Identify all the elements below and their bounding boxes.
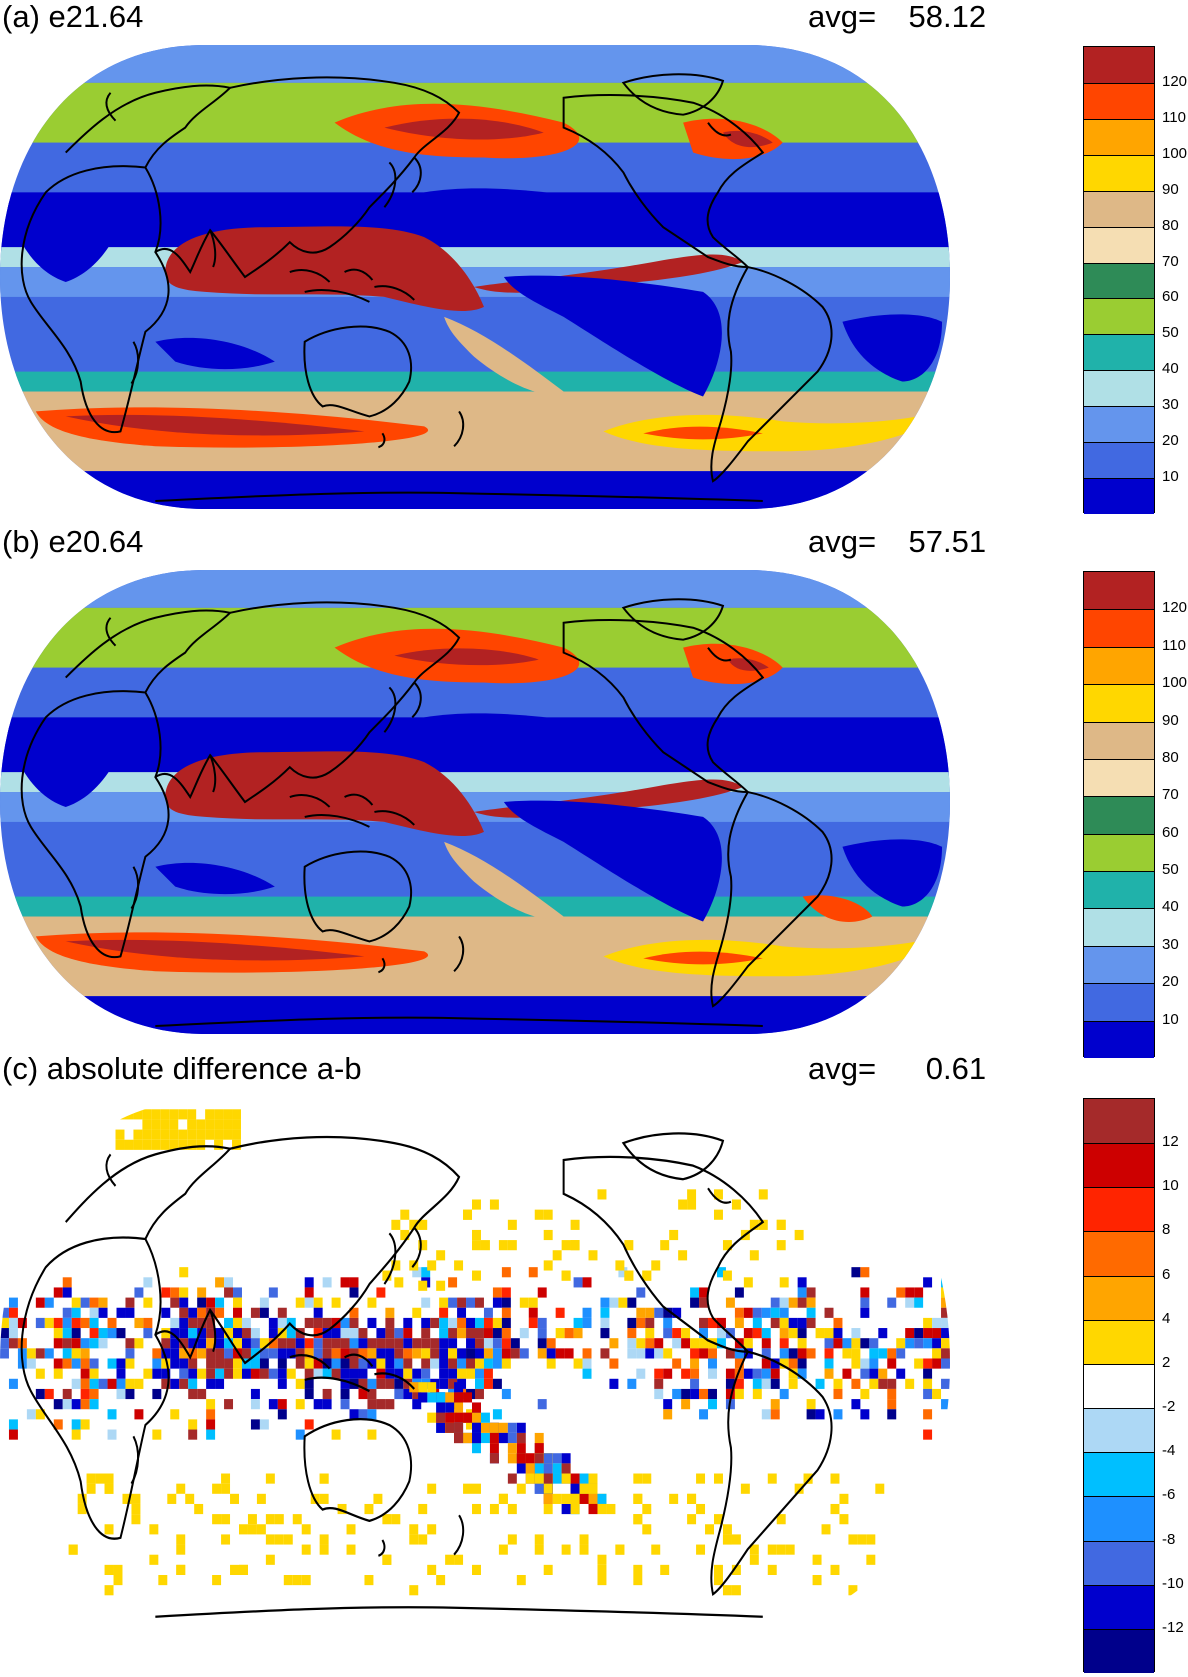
colorbar-swatch: [1084, 262, 1154, 299]
colorbar-tick-label: 40: [1162, 898, 1179, 916]
colorbar-tick-label: 80: [1162, 216, 1179, 234]
colorbar-swatch: [1084, 871, 1154, 909]
avg-label: avg=: [808, 0, 877, 34]
colorbar-swatch: [1084, 684, 1154, 722]
colorbar-tick-label: 80: [1162, 748, 1179, 766]
colorbar-swatch: [1084, 1496, 1154, 1541]
colorbar-swatch: [1084, 370, 1154, 407]
colorbar-swatch: [1084, 47, 1154, 83]
avg-label: avg=: [808, 524, 877, 559]
colorbar-tick-label: 20: [1162, 432, 1179, 450]
avg-label: avg=: [808, 1051, 877, 1086]
colorbar-tick-label: 10: [1162, 1177, 1179, 1195]
colorbar-tick-label: 60: [1162, 823, 1179, 841]
colorbar-swatch: [1084, 983, 1154, 1021]
colorbar-swatch: [1084, 646, 1154, 685]
panel-title: (a) e21.64: [2, 0, 144, 34]
colorbar-swatch: [1084, 1408, 1154, 1453]
colorbar-tick-label: 4: [1162, 1309, 1171, 1327]
colorbar-tick-label: 120: [1162, 599, 1188, 617]
colorbar-swatch: [1084, 609, 1154, 647]
colorbar-tick-label: 70: [1162, 786, 1179, 804]
colorbar-swatch: [1084, 572, 1154, 610]
colorbar-tick-label: 100: [1162, 674, 1188, 692]
colorbar-swatch: [1084, 154, 1154, 191]
colorbar-swatch: [1084, 1628, 1154, 1673]
colorbar-tick-label: 50: [1162, 324, 1179, 342]
colorbar-tick-label: -4: [1162, 1442, 1176, 1460]
difference-map: [0, 1100, 950, 1626]
colorbar-tick-label: 10: [1162, 1010, 1179, 1028]
average-readout: avg= 58.12: [808, 0, 986, 34]
colorbar-tick-label: 6: [1162, 1265, 1171, 1283]
colorbar-swatch: [1084, 1319, 1154, 1364]
colorbar-swatch: [1084, 833, 1154, 872]
colorbar-swatch: [1084, 190, 1154, 227]
colorbar-swatch: [1084, 82, 1154, 119]
precipitation-map: [0, 44, 950, 510]
colorbar-swatch: [1084, 334, 1154, 371]
colorbar-tick-label: 50: [1162, 861, 1179, 879]
colorbar-tick-label: 70: [1162, 252, 1179, 270]
colorbar-tick-label: 90: [1162, 711, 1179, 729]
colorbar-tick-label: 10: [1162, 468, 1179, 486]
colorbar-swatch: [1084, 406, 1154, 443]
colorbar-tick-label: -12: [1162, 1618, 1184, 1636]
avg-value: 57.51: [908, 524, 987, 559]
precipitation-map: [0, 569, 950, 1035]
colorbar-tick-label: -6: [1162, 1486, 1176, 1504]
panel-title: (c) absolute difference a-b: [2, 1051, 362, 1086]
colorbar-swatch: [1084, 1452, 1154, 1497]
colorbar-swatch: [1084, 1231, 1154, 1276]
colorbar-swatch: [1084, 1099, 1154, 1144]
colorbar-tick-label: -8: [1162, 1530, 1176, 1548]
panel-title: (b) e20.64: [2, 524, 144, 559]
colorbar-swatch: [1084, 796, 1154, 834]
colorbar-tick-label: 2: [1162, 1353, 1171, 1371]
avg-value: 0.61: [925, 1051, 987, 1086]
colorbar-tick-label: 8: [1162, 1221, 1171, 1239]
colorbar-swatch: [1084, 945, 1154, 984]
colorbar-swatch: [1084, 298, 1154, 335]
colorbar-swatch: [1084, 1540, 1154, 1585]
colorbar: [1083, 571, 1155, 1058]
colorbar: [1083, 1098, 1155, 1673]
colorbar-tick-label: 100: [1162, 144, 1188, 162]
colorbar-tick-label: 120: [1162, 72, 1188, 90]
colorbar-swatch: [1084, 1187, 1154, 1232]
colorbar-swatch: [1084, 1143, 1154, 1188]
colorbar-tick-label: 30: [1162, 396, 1179, 414]
colorbar-swatch: [1084, 758, 1154, 797]
colorbar-swatch: [1084, 1363, 1154, 1409]
average-readout: avg= 0.61: [808, 1052, 986, 1086]
colorbar-tick-label: 12: [1162, 1133, 1179, 1151]
colorbar-swatch: [1084, 478, 1154, 514]
colorbar-swatch: [1084, 1020, 1154, 1058]
colorbar-tick-label: 30: [1162, 935, 1179, 953]
average-readout: avg= 57.51: [808, 525, 986, 559]
colorbar-tick-label: 60: [1162, 288, 1179, 306]
colorbar-tick-label: -10: [1162, 1574, 1184, 1592]
colorbar-swatch: [1084, 1275, 1154, 1320]
colorbar-tick-label: 40: [1162, 360, 1179, 378]
colorbar-tick-label: 110: [1162, 108, 1186, 126]
colorbar-tick-label: 110: [1162, 636, 1186, 654]
avg-value: 58.12: [908, 0, 987, 34]
colorbar-tick-label: 90: [1162, 180, 1179, 198]
panel-a: (a) e21.64 avg= 58.12: [0, 0, 1188, 525]
colorbar-swatch: [1084, 226, 1154, 263]
colorbar-swatch: [1084, 442, 1154, 479]
colorbar-swatch: [1084, 118, 1154, 155]
colorbar-swatch: [1084, 1584, 1154, 1629]
colorbar-tick-label: 20: [1162, 973, 1179, 991]
colorbar-swatch: [1084, 721, 1154, 759]
panel-c: (c) absolute difference a-b avg= 0.61 12 1…: [0, 1052, 1188, 1677]
panel-b: (b) e20.64 avg= 57.51: [0, 524, 1188, 1058]
colorbar: [1083, 46, 1155, 514]
colorbar-tick-label: -2: [1162, 1398, 1176, 1416]
colorbar-swatch: [1084, 908, 1154, 946]
